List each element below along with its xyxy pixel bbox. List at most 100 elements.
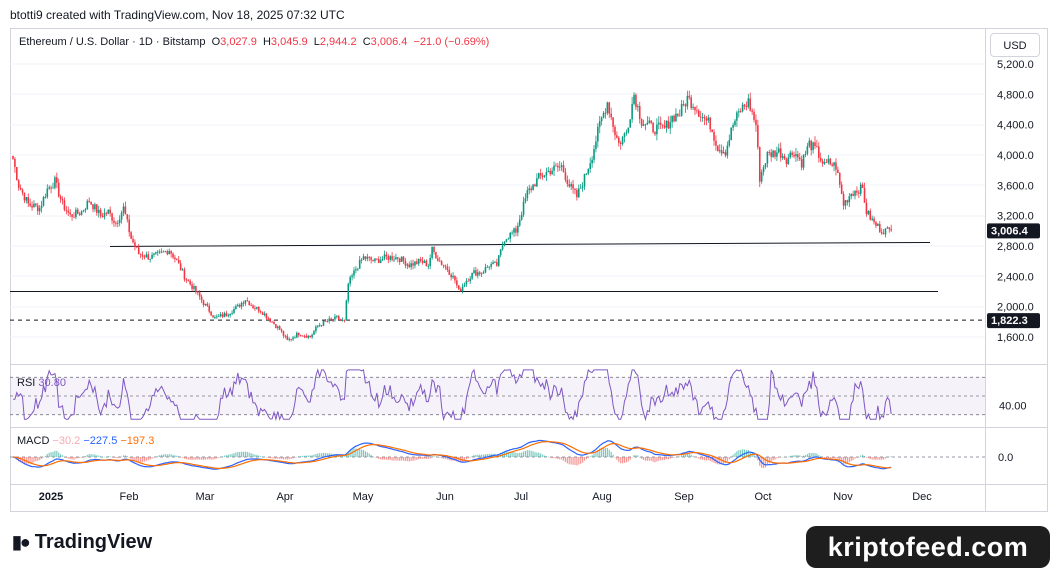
candle-body (463, 284, 466, 287)
candle-body (364, 256, 367, 259)
candle-body (631, 103, 633, 120)
macd-histogram-bar (361, 449, 363, 457)
candle (682, 100, 685, 107)
candle-body (46, 188, 49, 198)
macd-histogram-bar (673, 457, 675, 458)
candle-body (471, 272, 473, 279)
candle-body (442, 264, 445, 266)
candle (646, 116, 649, 126)
symbol-name[interactable]: Ethereum / U.S. Dollar · 1D · Bitstamp (19, 36, 206, 48)
candle-body (257, 307, 260, 312)
candle (818, 142, 820, 163)
macd-histogram-bar (414, 457, 416, 461)
candle (90, 201, 92, 206)
macd-histogram-bar (75, 457, 77, 459)
candle-body (637, 106, 639, 108)
candle-body (755, 119, 757, 126)
tradingview-logo[interactable]: ▮● TradingView (12, 531, 152, 554)
candle-body (118, 219, 121, 223)
candle (115, 221, 117, 227)
macd-histogram-bar (511, 451, 513, 457)
candle (31, 201, 33, 211)
macd-histogram-bar (44, 455, 46, 457)
candle (250, 302, 252, 307)
candle (501, 241, 504, 251)
high-value: 3,045.9 (270, 36, 308, 48)
macd-histogram-bar (35, 457, 37, 462)
candle-body (814, 142, 816, 147)
candle (730, 127, 732, 141)
macd-histogram-bar (854, 457, 856, 459)
candle (751, 108, 753, 115)
candle-body (212, 315, 214, 318)
macd-histogram-bar (122, 455, 125, 457)
candle-body (132, 238, 134, 243)
candle (29, 198, 31, 208)
macd-histogram-bar (812, 452, 814, 457)
candle-body (530, 188, 532, 190)
candle-body (397, 257, 399, 259)
time-tick: Feb (120, 491, 139, 503)
candle-body (827, 158, 830, 163)
macd-histogram-bar (806, 454, 808, 457)
macd-histogram-bar (797, 455, 799, 457)
macd-histogram-bar (225, 455, 227, 457)
candle (145, 251, 148, 258)
macd-histogram-bar (115, 457, 117, 459)
candle-body (275, 324, 277, 328)
candle-body (648, 120, 651, 123)
candle (444, 264, 447, 270)
candle (86, 199, 89, 210)
candle-body (271, 321, 273, 323)
candle-body (469, 278, 471, 282)
macd-histogram-bar (479, 454, 481, 457)
candle (856, 186, 858, 196)
candle-body (829, 158, 832, 165)
candle-body (692, 106, 694, 108)
macd-histogram-bar (254, 454, 256, 457)
candle (497, 255, 500, 268)
candle-body (673, 115, 675, 122)
candle-body (90, 201, 92, 205)
candle-body (652, 122, 654, 133)
macd-histogram-bar (637, 455, 639, 457)
macd-histogram-bar (191, 457, 193, 461)
candle-body (511, 232, 513, 234)
candle (332, 318, 334, 323)
candle (248, 300, 251, 306)
macd-histogram-bar (248, 452, 250, 457)
candle-body (572, 184, 574, 189)
candle-body (560, 165, 563, 167)
candle-body (875, 222, 877, 226)
candle (511, 230, 513, 236)
candle-body (109, 209, 111, 214)
macd-histogram-bar (724, 457, 727, 464)
macd-histogram-bar (239, 451, 241, 457)
candle (810, 139, 812, 156)
macd-histogram-bar (871, 457, 873, 460)
candle-body (520, 214, 523, 220)
price-tick: 1,600.0 (997, 332, 1034, 344)
candle-body (833, 162, 835, 166)
candle-body (665, 120, 668, 128)
candle (305, 333, 308, 338)
candle-body (107, 209, 110, 214)
candle (595, 135, 597, 153)
candle (798, 152, 801, 162)
candle (170, 250, 172, 258)
macd-histogram-bar (776, 457, 778, 459)
candle (397, 257, 399, 263)
macd-histogram-bar (80, 457, 83, 458)
candle-body (753, 111, 755, 120)
macd-histogram-bar (60, 454, 62, 457)
candle (789, 150, 792, 159)
candle (343, 319, 346, 323)
candle-body (200, 296, 203, 301)
currency-button[interactable]: USD (990, 33, 1040, 57)
candle-body (216, 316, 218, 318)
macd-histogram-bar (341, 455, 344, 457)
candle (97, 205, 100, 218)
macd-histogram-bar (214, 457, 216, 460)
macd-histogram-bar (884, 457, 887, 459)
